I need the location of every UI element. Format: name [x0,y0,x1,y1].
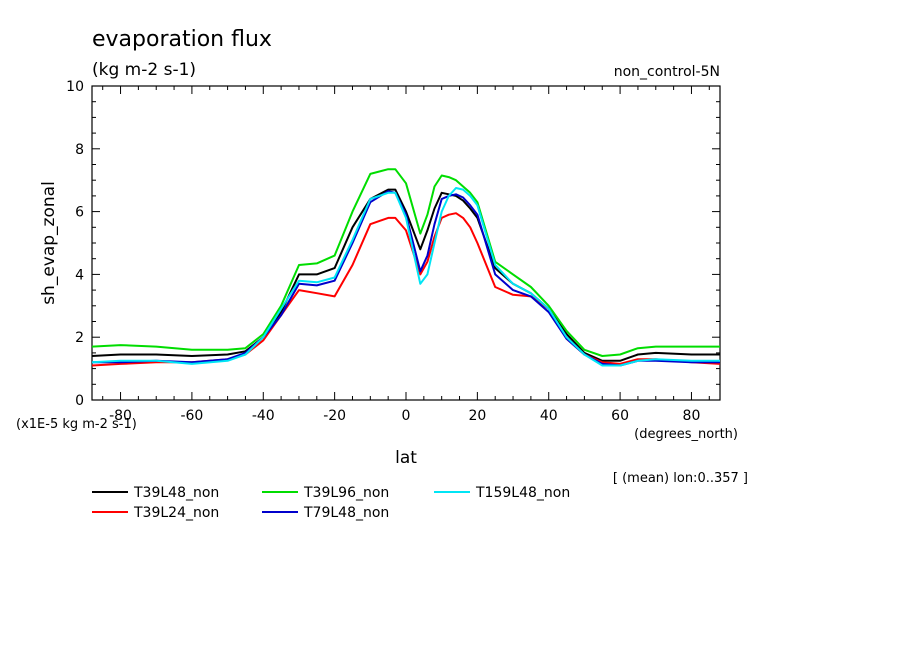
x-tick-label: -20 [323,408,346,424]
y-scale-note: (x1E-5 kg m-2 s-1) [16,417,137,432]
y-tick-label: 6 [75,205,84,221]
plot-area: -80 -60 -40 -20 0 20 40 60 80 0 2 4 6 8 10 [66,79,721,424]
legend-label: T79L48_non [303,505,389,521]
x-tick-label: -40 [252,408,275,424]
y-tick-label: 4 [75,267,84,283]
legend-label: T39L24_non [133,505,219,521]
experiment-label: non_control-5N [614,64,720,80]
minor-ticks [92,86,720,400]
x-tick-label: 80 [683,408,701,424]
series-line-T159L48_non [91,187,720,367]
series-line-T39L24_non [91,212,721,367]
y-tick-label: 2 [75,330,84,346]
y-tick-label: 0 [75,393,84,409]
series-line-T39L96_non [91,168,720,357]
x-tick-label: 60 [611,408,629,424]
footnote: [ (mean) lon:0..357 ] [613,471,748,486]
legend-label: T159L48_non [475,485,570,501]
x-units-label: (degrees_north) [634,427,738,442]
x-tick-label: -60 [180,408,203,424]
x-axis-label: lat [395,448,417,468]
x-tick-label: 20 [468,408,486,424]
x-tick-label: -80 [109,408,132,424]
y-axis-label: sh_evap_zonal [39,181,59,305]
legend-label: T39L48_non [133,485,219,501]
chart-title: evaporation flux [92,27,272,52]
chart-subtitle: (kg m-2 s-1) [92,60,196,80]
y-tick-label: 10 [66,79,84,95]
legend: T39L48_non T39L24_non T39L96_non T79L48_non… [92,485,570,521]
x-tick-label: 0 [402,408,411,424]
legend-label: T39L96_non [303,485,389,501]
x-tick-label: 40 [540,408,558,424]
y-tick-label: 8 [75,142,84,158]
